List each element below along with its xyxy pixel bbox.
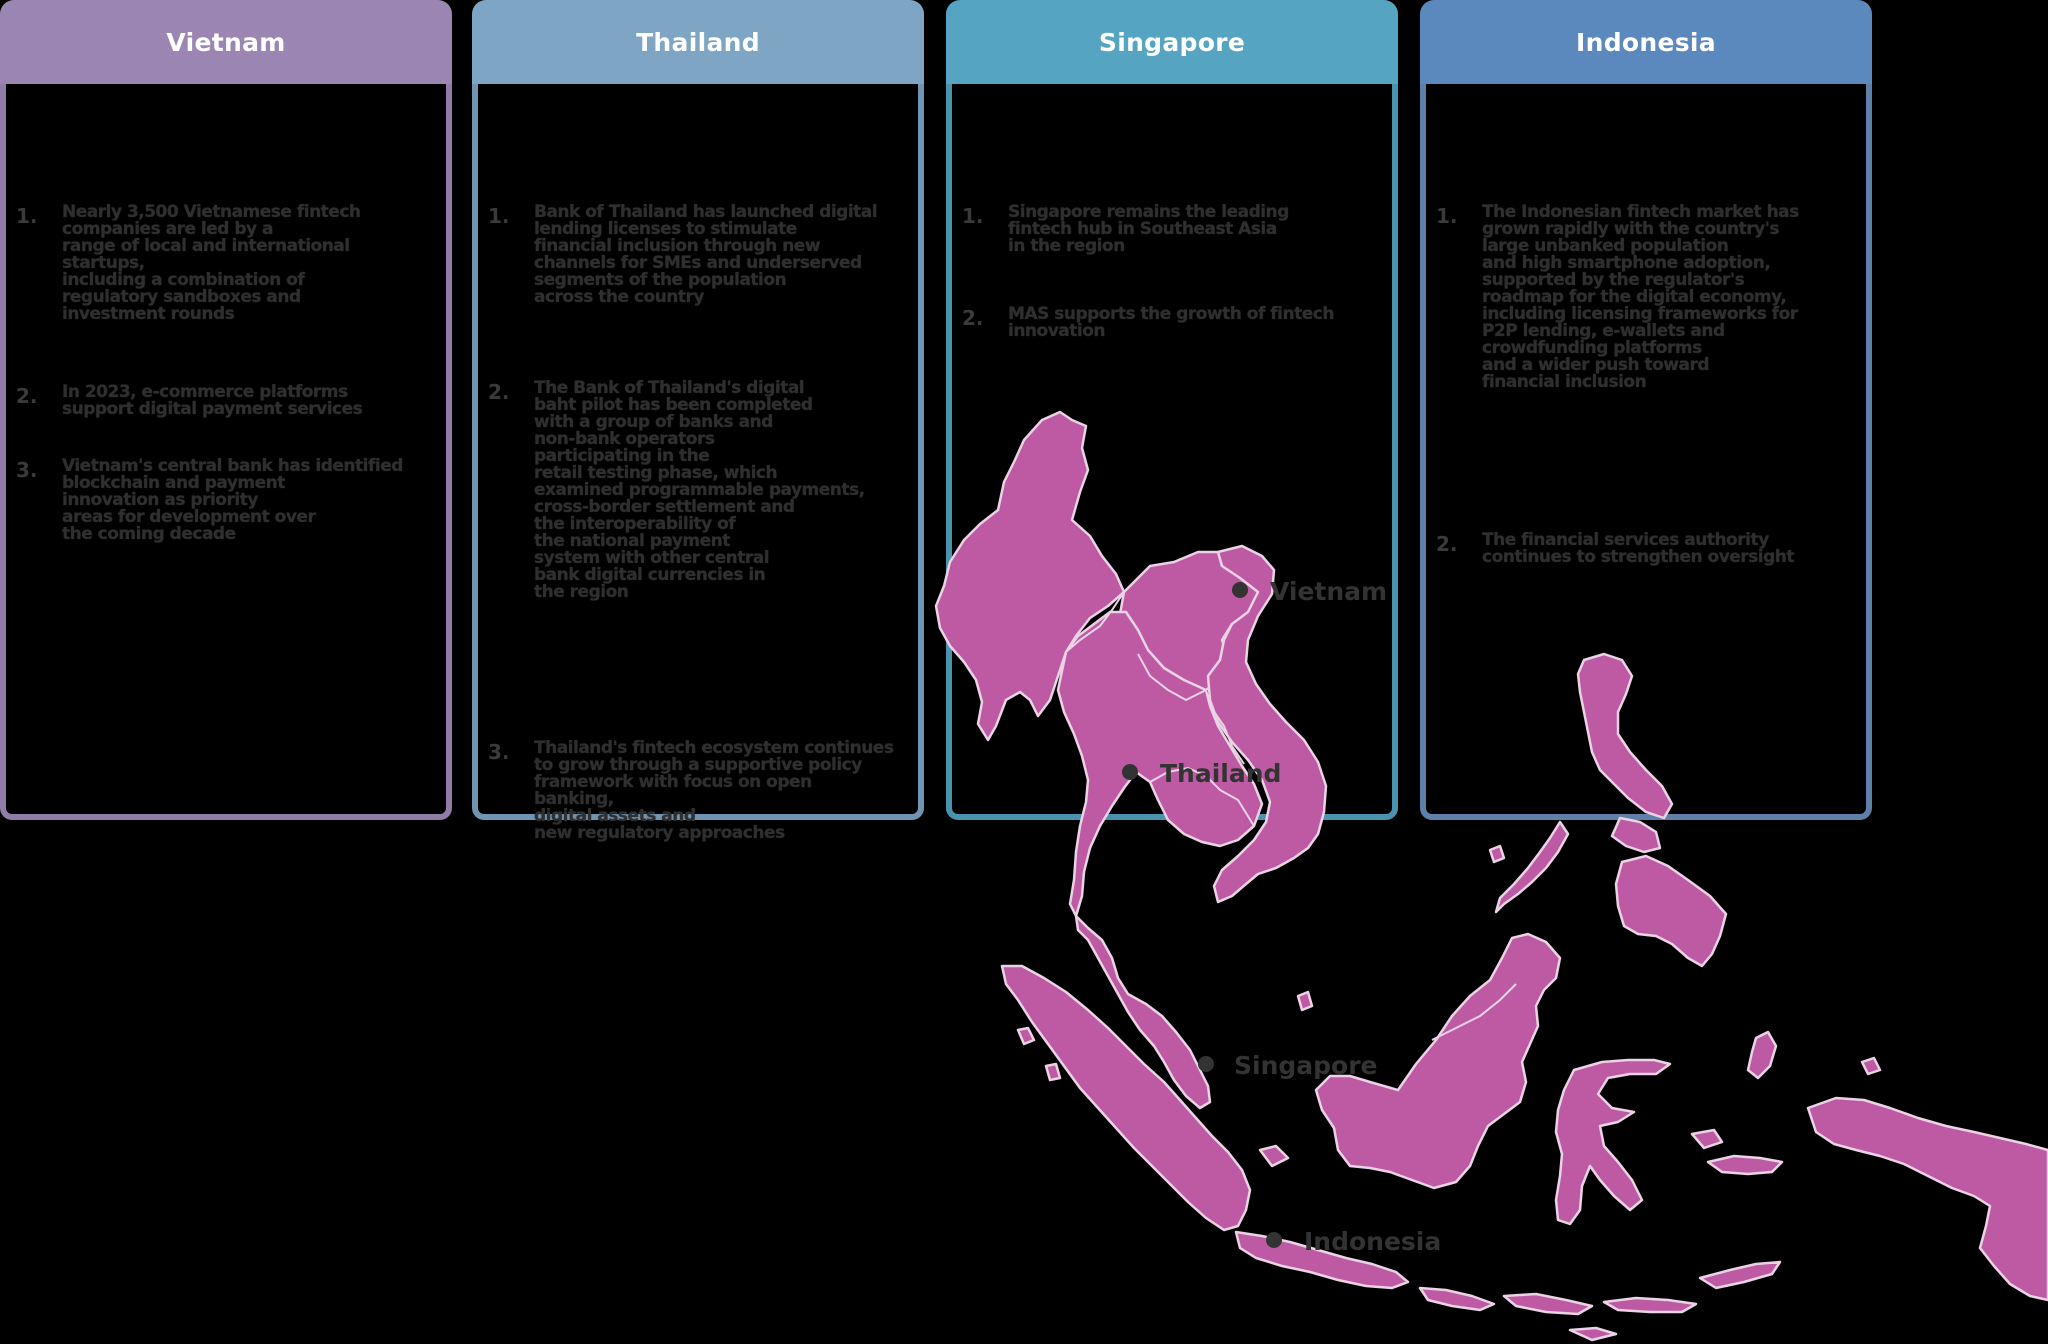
pin-vietnam: Vietnam	[1232, 577, 1387, 606]
item-number: 1.	[1436, 204, 1458, 228]
land-halmahera	[1746, 1030, 1778, 1080]
pin-thailand: Thailand	[1122, 759, 1281, 788]
land-luzon	[1576, 652, 1674, 820]
land-small-island-3	[1044, 1062, 1062, 1082]
land-malay-peninsula	[1074, 914, 1212, 1110]
item-text: In 2023, e-commerce platforms support di…	[62, 384, 363, 418]
country-panel-singapore: Singapore 1. Singapore remains the leadin…	[946, 0, 1398, 820]
country-panel-thailand: Thailand 1. Bank of Thailand has launched…	[472, 0, 924, 842]
land-small-island-2	[1016, 1026, 1036, 1046]
border-line	[1065, 591, 1125, 653]
item-number: 1.	[16, 204, 38, 228]
pin-dot	[1232, 582, 1248, 598]
item-text: The Bank of Thailand's digital baht pilo…	[534, 380, 865, 601]
panel-header: Vietnam	[0, 0, 452, 84]
item-text: The financial services authority continu…	[1482, 532, 1795, 566]
land-myanmar	[934, 410, 1126, 742]
map-pins: Vietnam Thailand Singapore Indonesia	[1122, 577, 1441, 1256]
border-line	[1431, 983, 1517, 1041]
land-small-island-4	[1488, 844, 1506, 864]
land-palawan	[1494, 820, 1570, 914]
land-sumatra	[1000, 964, 1252, 1232]
item-number: 2.	[16, 384, 38, 408]
pin-dot	[1198, 1056, 1214, 1072]
country-borders	[1065, 591, 1517, 1041]
item-text: Bank of Thailand has launched digital le…	[534, 204, 878, 306]
pin-label: Indonesia	[1304, 1227, 1441, 1256]
country-panel-indonesia: Indonesia 1. The Indonesian fintech marke…	[1420, 0, 1872, 820]
panel-body: 1. Singapore remains the leading fintech …	[946, 84, 1398, 820]
item-text: Singapore remains the leading fintech hu…	[1008, 204, 1289, 255]
border-line	[1149, 766, 1255, 827]
item-text: MAS supports the growth of fintech innov…	[1008, 306, 1334, 340]
item-number: 2.	[962, 306, 984, 330]
country-panel-vietnam: Vietnam 1. Nearly 3,500 Vietnamese fintec…	[0, 0, 452, 820]
item-number: 3.	[16, 458, 38, 482]
pin-singapore: Singapore	[1198, 1051, 1378, 1080]
land-small-island-5	[1860, 1056, 1882, 1076]
land-thailand	[1056, 610, 1264, 918]
land-visayas	[1610, 816, 1662, 854]
item-text: Vietnam's central bank has identified bl…	[62, 458, 403, 543]
border-line	[1209, 705, 1245, 765]
item-number: 1.	[962, 204, 984, 228]
land-seram	[1706, 1154, 1784, 1176]
panel-body: 1. The Indonesian fintech market has grow…	[1420, 84, 1872, 820]
item-text: Thailand's fintech ecosystem continues t…	[534, 740, 894, 842]
panel-header: Singapore	[946, 0, 1398, 84]
pin-label: Vietnam	[1270, 577, 1387, 606]
land-vietnam	[1206, 544, 1328, 904]
land-buru	[1690, 1128, 1724, 1150]
land-bangka	[1258, 1144, 1290, 1168]
land-bali-lombok	[1418, 1286, 1496, 1312]
land-borneo	[1314, 932, 1562, 1190]
item-number: 1.	[488, 204, 510, 228]
item-number: 2.	[488, 380, 510, 404]
land-sumbawa	[1502, 1292, 1594, 1316]
land-flores	[1602, 1296, 1698, 1314]
panel-header: Indonesia	[1420, 0, 1872, 84]
item-text: Nearly 3,500 Vietnamese fintech companie…	[62, 204, 361, 323]
panel-header: Thailand	[472, 0, 924, 84]
pin-dot	[1266, 1232, 1282, 1248]
pin-label: Singapore	[1234, 1051, 1378, 1080]
land-new-guinea	[1806, 1096, 2048, 1302]
land-sumba	[1568, 1326, 1618, 1342]
land-sulawesi	[1554, 1058, 1672, 1226]
land-masses	[934, 410, 2048, 1342]
item-number: 2.	[1436, 532, 1458, 556]
pin-dot	[1122, 764, 1138, 780]
item-number: 3.	[488, 740, 510, 764]
land-timor	[1698, 1260, 1782, 1290]
land-small-island-1	[1296, 990, 1314, 1012]
panel-body: 1. Bank of Thailand has launched digital …	[472, 84, 924, 842]
pin-label: Thailand	[1160, 759, 1281, 788]
pin-indonesia: Indonesia	[1266, 1227, 1441, 1256]
border-line	[1137, 653, 1207, 702]
item-text: The Indonesian fintech market has grown …	[1482, 204, 1799, 391]
panel-body: 1. Nearly 3,500 Vietnamese fintech compan…	[0, 84, 452, 820]
land-mindanao	[1614, 854, 1728, 968]
